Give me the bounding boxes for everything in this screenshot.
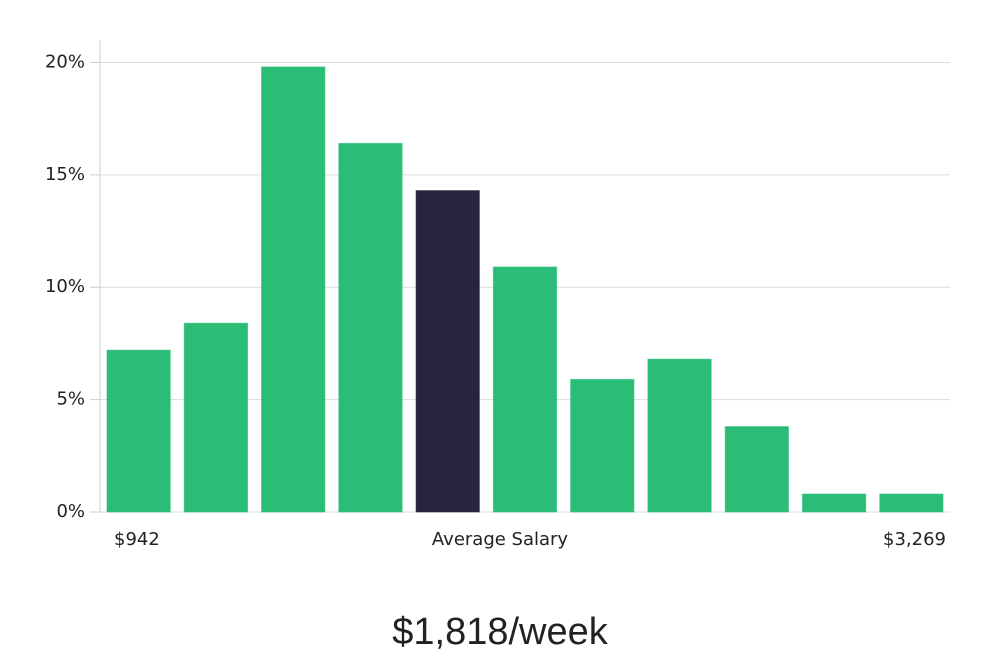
y-tick-label: 15%: [45, 164, 85, 185]
bar: [570, 378, 635, 513]
bar: [183, 322, 249, 513]
bar: [338, 142, 403, 513]
y-tick-label: 0%: [56, 501, 85, 522]
bar: [106, 349, 171, 513]
summary: $1,818/week: [392, 611, 608, 653]
x-tick-label: $942: [114, 529, 160, 550]
x-tick-label: $3,269: [883, 529, 946, 550]
bar: [647, 358, 712, 513]
bar: [415, 190, 480, 513]
y-tick-label: 5%: [56, 389, 85, 410]
x-axis-label: Average Salary: [432, 529, 569, 550]
bar: [801, 493, 867, 513]
bar: [492, 266, 558, 513]
bar: [879, 493, 944, 513]
y-tick-label: 10%: [45, 276, 85, 297]
bar: [724, 426, 789, 513]
bar: [261, 66, 326, 513]
y-tick-label: 20%: [45, 51, 85, 72]
